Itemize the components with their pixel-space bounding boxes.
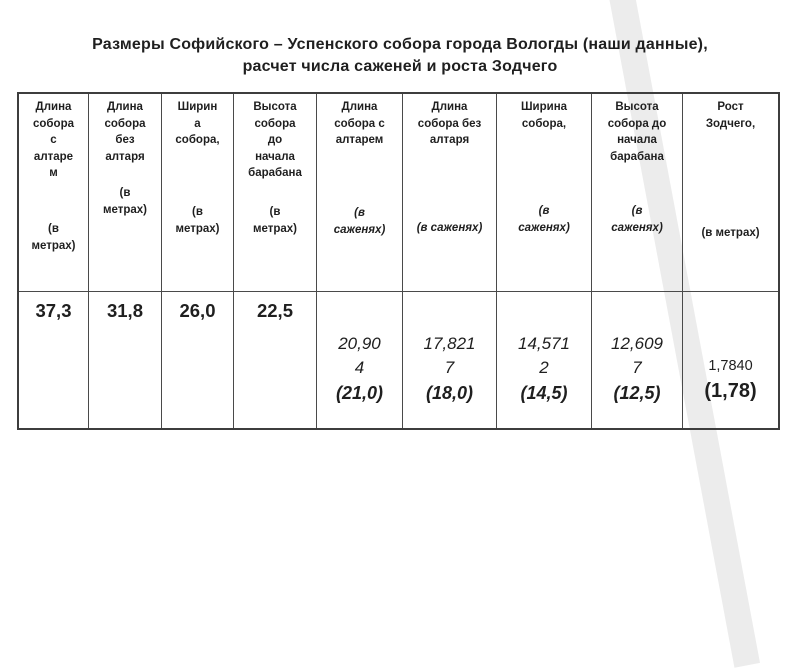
cell-height-to-drum-meters: 22,5	[234, 292, 317, 428]
column-name: Рост Зодчего,	[705, 101, 756, 130]
slide-title-line1: Размеры Софийского – Успенского собора г…	[92, 36, 708, 53]
slide-title-line2: расчет числа саженей и роста Зодчего	[242, 58, 558, 75]
sazhens-rounded-value: (14,5)	[520, 383, 568, 403]
architect-height-value: 1,7840	[708, 358, 753, 374]
column-unit: (в саженях)	[611, 205, 663, 234]
header-cell-length-with-altar-meters: Длина собора с алтаре м (в метрах)	[19, 94, 89, 292]
column-name: Длина собора с алтарем	[334, 101, 385, 147]
sazhens-value: 17,821 7	[423, 334, 476, 377]
header-cell-width-meters: Ширин а собора, (в метрах)	[162, 94, 234, 292]
column-name: Ширина собора,	[520, 101, 568, 130]
column-name: Высота собора до начала барабана	[248, 101, 302, 180]
column-name: Длина собора без алтаря	[104, 101, 146, 163]
column-unit: (в саженях)	[416, 222, 483, 234]
header-cell-length-with-altar-sazhens: Длина собора с алтарем (в саженях)	[317, 94, 403, 292]
column-unit: (в метрах)	[701, 227, 760, 239]
column-unit: (в саженях)	[518, 205, 570, 234]
header-cell-length-without-altar-meters: Длина собора без алтаря (в метрах)	[89, 94, 162, 292]
architect-height-rounded-value: (1,78)	[704, 380, 757, 402]
sazhens-value: 14,571 2	[518, 334, 570, 377]
column-name: Длина собора без алтаря	[417, 101, 482, 147]
cell-width-meters: 26,0	[162, 292, 234, 428]
sazhens-value: 12,609 7	[611, 334, 663, 377]
cell-length-without-altar-meters: 31,8	[89, 292, 162, 428]
cell-length-without-altar-sazhens: 17,821 7 (18,0)	[403, 292, 497, 428]
slide-title: Размеры Софийского – Успенского собора г…	[0, 34, 800, 78]
cell-architect-height-meters: 1,7840 (1,78)	[683, 292, 778, 428]
column-name: Длина собора с алтаре м	[33, 101, 74, 180]
header-cell-height-to-drum-meters: Высота собора до начала барабана (в метр…	[234, 94, 317, 292]
sazhens-rounded-value: (21,0)	[335, 383, 384, 403]
column-unit: (в метрах)	[252, 206, 298, 235]
sazhens-rounded-value: (12,5)	[613, 383, 661, 403]
column-unit: (в метрах)	[102, 187, 148, 216]
column-unit: (в метрах)	[31, 223, 76, 252]
column-unit: (в саженях)	[333, 207, 386, 236]
column-name: Ширин а собора,	[175, 101, 220, 147]
cell-length-with-altar-sazhens: 20,90 4 (21,0)	[317, 292, 403, 428]
cell-length-with-altar-meters: 37,3	[19, 292, 89, 428]
column-unit: (в метрах)	[175, 206, 220, 235]
header-cell-width-sazhens: Ширина собора, (в саженях)	[497, 94, 592, 292]
column-name: Высота собора до начала барабана	[607, 101, 667, 163]
cell-width-sazhens: 14,571 2 (14,5)	[497, 292, 592, 428]
header-cell-height-to-drum-sazhens: Высота собора до начала барабана (в саже…	[592, 94, 683, 292]
sazhens-rounded-value: (18,0)	[425, 383, 474, 403]
sazhens-value: 20,90 4	[338, 334, 381, 377]
header-cell-length-without-altar-sazhens: Длина собора без алтаря (в саженях)	[403, 94, 497, 292]
cell-height-to-drum-sazhens: 12,609 7 (12,5)	[592, 292, 683, 428]
header-cell-architect-height-meters: Рост Зодчего, (в метрах)	[683, 94, 778, 292]
dimensions-table: Длина собора с алтаре м (в метрах) Длина…	[17, 92, 780, 430]
